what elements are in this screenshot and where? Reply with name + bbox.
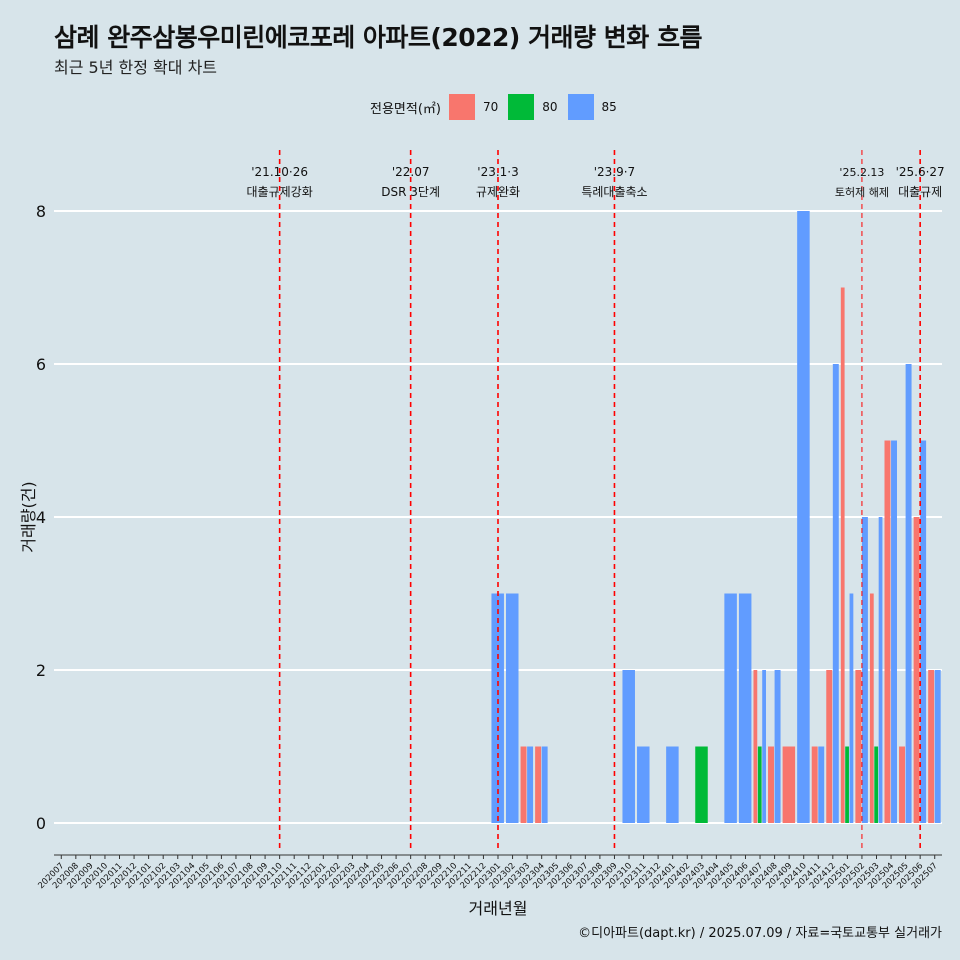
bar-85-202505 xyxy=(905,364,912,823)
legend-label-80: 80 xyxy=(542,100,558,114)
event-name-label: 규제완화 xyxy=(476,185,520,199)
bar-70-202407 xyxy=(753,670,758,823)
event-date-label: '25.6·27 xyxy=(896,165,945,179)
chart-caption: ©디아파트(dapt.kr) / 2025.07.09 / 자료=국토교통부 실… xyxy=(578,926,942,941)
bar-85-202506 xyxy=(920,440,927,823)
bar-85-202502 xyxy=(861,517,868,823)
bar-85-202504 xyxy=(891,440,897,823)
y-tick-label: 6 xyxy=(36,355,46,374)
bar-85-202303 xyxy=(527,746,534,823)
bar-85-202507 xyxy=(934,670,941,823)
bar-70-202505 xyxy=(899,746,906,823)
bar-70-202504 xyxy=(884,440,891,823)
bar-85-202304 xyxy=(541,746,548,823)
bar-85-202311 xyxy=(637,746,650,823)
legend-swatch-80 xyxy=(508,94,535,120)
bar-70-202408 xyxy=(768,746,774,823)
bar-85-202501 xyxy=(849,593,854,823)
bar-70-202503 xyxy=(869,593,874,823)
bar-85-202401 xyxy=(666,746,679,823)
legend-item-80: 80 xyxy=(508,94,558,120)
bar-80-202503 xyxy=(874,746,879,823)
bar-85-202411 xyxy=(818,746,825,823)
y-axis-title: 거래량(건) xyxy=(19,481,38,552)
legend: 전용면적(㎡) 70 80 85 xyxy=(370,92,627,122)
legend-item-85: 85 xyxy=(567,94,617,120)
bar-85-202406 xyxy=(738,593,752,823)
bar-85-202410 xyxy=(797,211,810,823)
bar-70-202304 xyxy=(535,746,542,823)
legend-label-85: 85 xyxy=(601,100,617,114)
bar-70-202411 xyxy=(811,746,818,823)
event-date-label: '23.1·3 xyxy=(477,165,518,179)
x-axis-title: 거래년월 xyxy=(469,899,528,918)
bar-70-202501 xyxy=(840,287,845,823)
chart-title: 삼례 완주삼봉우미린에코포레 아파트(2022) 거래량 변화 흐름 xyxy=(54,23,702,52)
event-name-label: 대출규제강화 xyxy=(247,185,313,199)
bar-85-202405 xyxy=(724,593,737,823)
legend-swatch-85 xyxy=(567,94,594,120)
bar-85-202302 xyxy=(506,593,519,823)
event-date-label: '22.07 xyxy=(392,165,430,179)
event-name-label: DSR 3단계 xyxy=(381,185,440,199)
bar-80-202407 xyxy=(757,746,762,823)
y-tick-label: 4 xyxy=(36,508,46,527)
event-name-label: 특례대출축소 xyxy=(581,185,647,199)
event-name-label: 토허제 해제 xyxy=(835,185,889,199)
y-tick-label: 2 xyxy=(36,661,46,680)
legend-swatch-70 xyxy=(448,94,475,120)
bar-70-202507 xyxy=(928,670,935,823)
bar-70-202502 xyxy=(855,670,862,823)
bar-85-202407 xyxy=(762,670,766,823)
chart-subtitle: 최근 5년 한정 확대 차트 xyxy=(54,58,218,77)
legend-label-70: 70 xyxy=(482,100,499,114)
bar-85-202412 xyxy=(832,364,839,823)
event-date-label: '21.10·26 xyxy=(251,165,308,179)
bar-70-202506 xyxy=(913,517,920,823)
event-name-label: 대출규제 xyxy=(898,185,942,199)
legend-item-70: 70 xyxy=(448,94,499,120)
bar-85-202503 xyxy=(878,517,883,823)
bar-80-202501 xyxy=(845,746,849,823)
bar-70-202409 xyxy=(782,746,796,823)
bar-85-202310 xyxy=(622,670,635,823)
bar-70-202412 xyxy=(826,670,833,823)
legend-title: 전용면적(㎡) xyxy=(370,101,441,117)
bar-70-202303 xyxy=(520,746,527,823)
y-tick-label: 0 xyxy=(36,814,46,833)
bar-85-202408 xyxy=(774,670,781,823)
y-tick-label: 8 xyxy=(36,202,46,221)
event-date-label: '23.9·7 xyxy=(594,165,635,179)
bar-80-202403 xyxy=(695,746,708,823)
event-date-label: '25.2.13 xyxy=(839,166,884,179)
